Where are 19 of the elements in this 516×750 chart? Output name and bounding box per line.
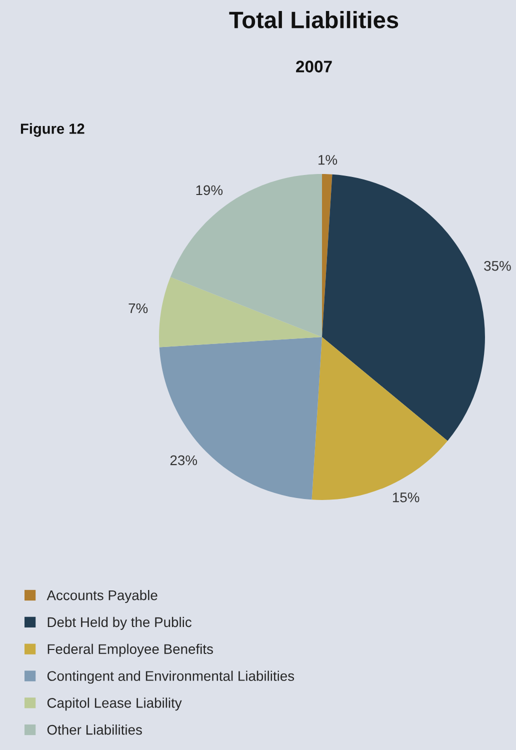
data-label: 7%: [128, 303, 148, 314]
chart-title: Total Liabilities: [229, 10, 398, 28]
data-label: 19%: [196, 185, 223, 196]
legend-label: Accounts Payable: [46, 590, 158, 603]
data-label: 1%: [318, 155, 338, 165]
data-label: 15%: [392, 492, 420, 502]
caption: Figure 12: [20, 123, 84, 137]
legend-label: Capitol Lease Liability: [47, 698, 182, 711]
legend-label: Contingent and Environmental Liabilities: [47, 670, 294, 684]
data-label: 35%: [484, 260, 511, 271]
data-label: 23%: [170, 455, 198, 466]
pie-slice: [170, 174, 322, 337]
legend-label: Other Liabilities: [47, 724, 142, 735]
pie-slice: [159, 337, 322, 500]
pie-slice: [159, 276, 322, 348]
chart-subtitle: 2007: [296, 60, 332, 72]
pie-slice: [322, 174, 485, 441]
legend-label: Debt Held by the Public: [48, 616, 192, 630]
legend-label: Federal Employee Benefits: [48, 644, 213, 657]
